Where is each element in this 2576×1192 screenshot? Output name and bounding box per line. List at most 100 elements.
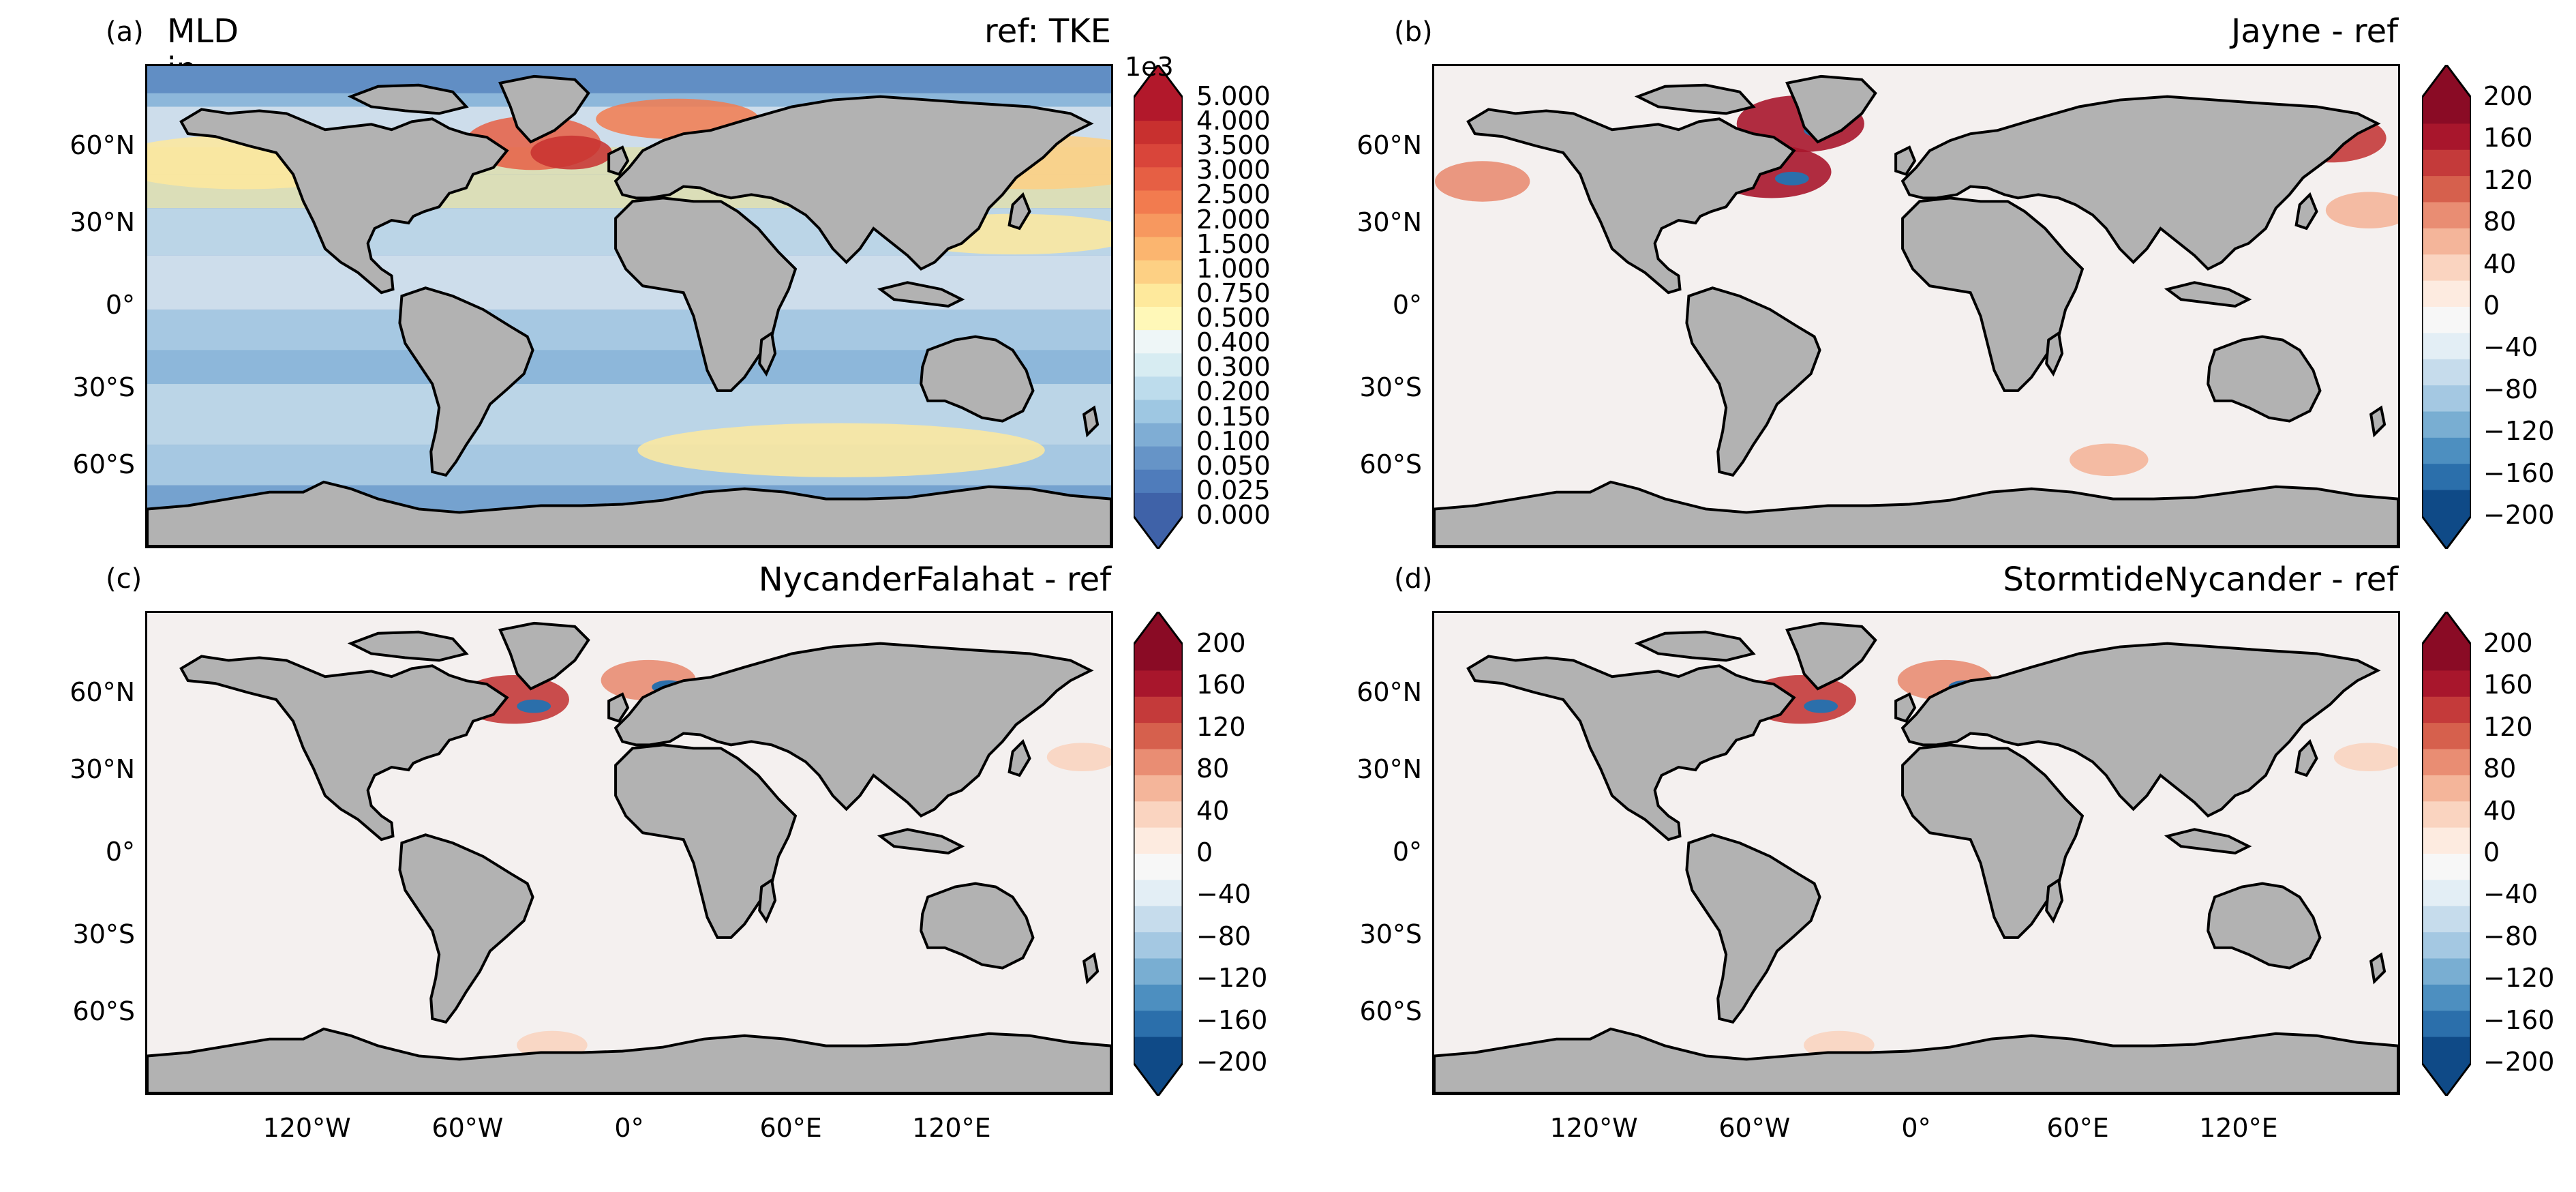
colorbar-segment xyxy=(1134,827,1183,854)
colorbar-tick-label: 0.000 xyxy=(1196,500,1271,530)
colorbar-tick-label: 80 xyxy=(2483,754,2517,784)
x-tick-label: 0° xyxy=(614,1113,644,1143)
colorbar-tick-label: 0.025 xyxy=(1196,475,1271,505)
colorbar-tick-label: 5.000 xyxy=(1196,81,1271,111)
landmass-na xyxy=(1466,655,1796,841)
colorbar-segment xyxy=(1134,932,1183,959)
colorbar-tick-label: 160 xyxy=(1196,670,1246,700)
x-tick-label: 60°W xyxy=(431,1113,504,1143)
colorbar-segment xyxy=(1134,237,1183,261)
panel-label: (d) xyxy=(1394,563,1433,595)
colorbar-tick-label: 40 xyxy=(2483,248,2517,279)
landmass-nz xyxy=(2369,405,2386,438)
colorbar-extend-bottom xyxy=(2422,1063,2471,1096)
colorbar-tick-label: −120 xyxy=(1196,963,1268,994)
colorbar-tick-label: −40 xyxy=(2483,879,2539,910)
colorbar-segment xyxy=(2422,307,2471,333)
colorbar-segment xyxy=(1134,958,1183,985)
colorbar-tick-label: 40 xyxy=(2483,795,2517,826)
landmass-aus xyxy=(920,882,1035,970)
landmass-nz xyxy=(1082,952,1100,985)
colorbar-segment xyxy=(2422,176,2471,203)
colorbar-segment xyxy=(1134,283,1183,308)
colorbar-tick-label: 120 xyxy=(2483,711,2533,742)
y-tick-label: 60°S xyxy=(72,449,135,480)
y-tick-label: 60°S xyxy=(1359,449,1422,480)
colorbar-svg xyxy=(1132,610,1184,1098)
landmass-greenland xyxy=(498,74,590,144)
panel-title-right: ref: TKE xyxy=(984,12,1111,50)
colorbar-segment xyxy=(2422,880,2471,907)
colorbar-c xyxy=(1132,610,1184,1098)
colorbar-tick-label: 0 xyxy=(2483,290,2500,321)
colorbar-extend-top xyxy=(1134,612,1183,644)
y-tick-label: 0° xyxy=(105,837,135,867)
landmass-mad xyxy=(758,878,777,924)
y-tick-label: 30°S xyxy=(1359,919,1422,949)
colorbar-tick-label: 120 xyxy=(2483,164,2533,195)
colorbar-segment xyxy=(1134,775,1183,802)
colorbar-tick-label: −80 xyxy=(2483,374,2539,404)
landmass-na xyxy=(1466,108,1796,295)
y-tick-label: 0° xyxy=(105,290,135,320)
landmass-indo xyxy=(877,828,965,855)
mld-hotspot xyxy=(637,423,1045,477)
landmass-eur xyxy=(1900,642,2381,818)
colorbar-segment xyxy=(1134,121,1183,145)
map-svg xyxy=(147,66,1111,546)
colorbar-tick-label: −200 xyxy=(2483,1047,2555,1077)
colorbar-svg xyxy=(2421,63,2472,551)
panel-title-right: NycanderFalahat - ref xyxy=(758,561,1111,599)
landmass-arctic xyxy=(347,630,469,662)
landmass-ant xyxy=(147,480,1111,546)
colorbar-tick-label: 2.500 xyxy=(1196,179,1271,210)
landmass-eur xyxy=(613,95,1094,271)
colorbar-segment xyxy=(2422,411,2471,438)
mld-band xyxy=(147,66,1111,93)
colorbar-segment xyxy=(1134,906,1183,933)
colorbar-extend-top xyxy=(1134,65,1183,98)
x-tick-label: 0° xyxy=(1901,1113,1931,1143)
map-c xyxy=(145,611,1113,1095)
colorbar-segment xyxy=(2422,464,2471,491)
colorbar-segment xyxy=(1134,376,1183,400)
landmass-arctic xyxy=(1634,83,1756,115)
colorbar-segment xyxy=(1134,307,1183,331)
landmass-afr xyxy=(614,196,798,392)
colorbar-tick-label: 160 xyxy=(2483,123,2533,153)
landmass-jp xyxy=(1007,739,1031,777)
colorbar-svg xyxy=(1132,63,1184,551)
colorbar-segment xyxy=(2422,670,2471,698)
mld-hotspot xyxy=(530,135,612,170)
colorbar-segment xyxy=(1134,213,1183,238)
colorbar-tick-label: 0.400 xyxy=(1196,327,1271,358)
colorbar-segment xyxy=(1134,880,1183,907)
colorbar-segment xyxy=(1134,854,1183,880)
colorbar-tick-label: 200 xyxy=(2483,628,2533,658)
map-svg xyxy=(1434,613,2398,1093)
landmass-indo xyxy=(2164,828,2252,855)
anomaly-patch-neg xyxy=(1774,171,1809,185)
colorbar-tick-label: −40 xyxy=(1196,879,1252,910)
colorbar-tick-label: 2.000 xyxy=(1196,204,1271,235)
colorbar-svg xyxy=(2421,610,2472,1098)
colorbar-segment xyxy=(1134,644,1183,671)
landmass-afr xyxy=(1901,196,2085,392)
colorbar-segment xyxy=(2422,906,2471,933)
anomaly-patch xyxy=(2325,192,2398,228)
y-tick-label: 30°S xyxy=(72,372,135,402)
colorbar-segment xyxy=(2422,149,2471,177)
y-tick-label: 60°S xyxy=(1359,996,1422,1027)
landmass-aus xyxy=(920,335,1035,423)
landmass-sa xyxy=(1685,833,1821,1024)
colorbar-segment xyxy=(1134,260,1183,284)
colorbar-segment xyxy=(1134,670,1183,698)
colorbar-segment xyxy=(1134,167,1183,191)
landmass-nz xyxy=(1082,405,1100,438)
colorbar-segment xyxy=(1134,749,1183,776)
colorbar-extend-bottom xyxy=(1134,1063,1183,1096)
colorbar-tick-label: 3.500 xyxy=(1196,130,1271,161)
y-tick-label: 60°N xyxy=(1357,130,1422,160)
colorbar-segment xyxy=(2422,228,2471,255)
map-d xyxy=(1432,611,2400,1095)
